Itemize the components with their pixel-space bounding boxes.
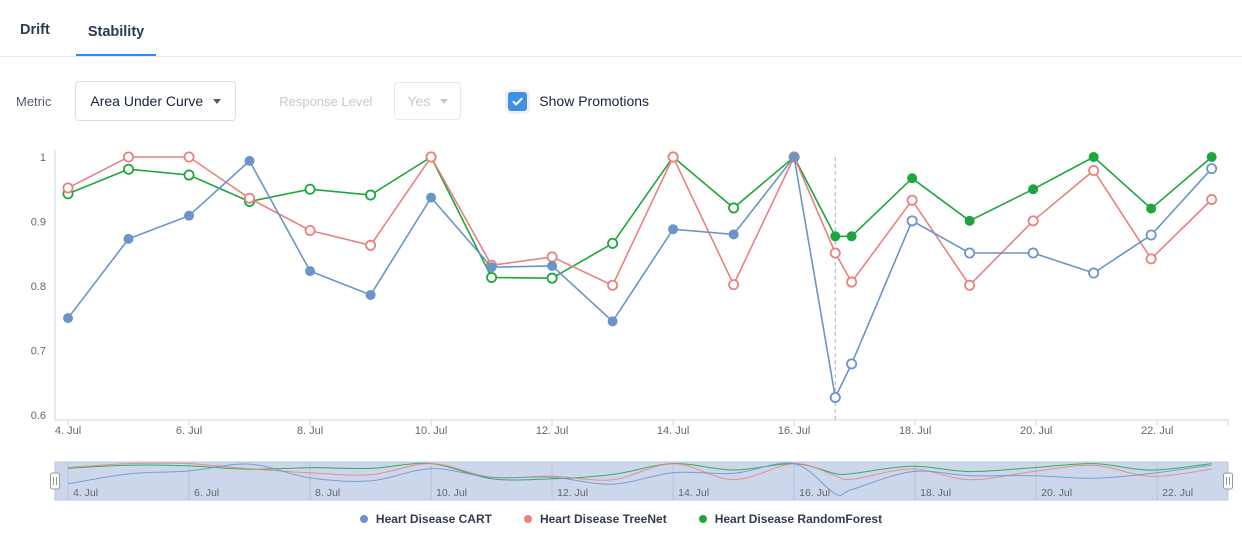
- show-promotions-label: Show Promotions: [539, 93, 650, 109]
- show-promotions-checkbox[interactable]: [508, 91, 528, 111]
- svg-text:14. Jul: 14. Jul: [657, 425, 689, 437]
- navigator-handle-left[interactable]: [50, 472, 60, 490]
- svg-text:1: 1: [40, 152, 46, 164]
- svg-text:0.7: 0.7: [31, 345, 46, 357]
- svg-text:16. Jul: 16. Jul: [778, 425, 810, 437]
- svg-text:10. Jul: 10. Jul: [415, 425, 447, 437]
- navigator[interactable]: 4. Jul 6. Jul 8. Jul 10. Jul 12. Jul 14. Jul 1…: [50, 461, 1233, 501]
- chevron-down-icon: [440, 98, 449, 104]
- metric-select[interactable]: Area Under Curve: [75, 81, 237, 121]
- svg-text:12. Jul: 12. Jul: [557, 487, 588, 499]
- metric-selected-value: Area Under Curve: [90, 93, 204, 109]
- legend-dot: [523, 515, 532, 523]
- axes: 4. Jul 6. Jul 8. Jul 10. Jul 12. Jul 14. Jul 1…: [31, 150, 1229, 437]
- svg-text:22. Jul: 22. Jul: [1141, 425, 1173, 437]
- legend-dot: [359, 515, 368, 523]
- metric-label: Metric: [16, 93, 52, 109]
- svg-text:8. Jul: 8. Jul: [315, 487, 340, 499]
- svg-text:0.9: 0.9: [31, 216, 46, 228]
- legend-item-cart[interactable]: Heart Disease CART: [359, 512, 492, 526]
- response-level-select[interactable]: Yes: [394, 82, 462, 120]
- controls-row: Metric Area Under Curve Response Level Y…: [0, 81, 1242, 121]
- svg-text:0.8: 0.8: [31, 281, 46, 293]
- chart-legend: Heart Disease CART Heart Disease TreeNet…: [0, 512, 1242, 526]
- svg-text:4. Jul: 4. Jul: [73, 487, 98, 499]
- svg-text:14. Jul: 14. Jul: [678, 487, 709, 499]
- legend-label: Heart Disease RandomForest: [714, 512, 883, 526]
- svg-text:18. Jul: 18. Jul: [920, 487, 951, 499]
- tab-drift[interactable]: Drift: [20, 22, 50, 38]
- tab-stability[interactable]: Stability: [75, 6, 157, 56]
- stability-chart[interactable]: 4. Jul 6. Jul 8. Jul 10. Jul 12. Jul 14. Jul 1…: [0, 132, 1242, 506]
- tab-bar: Drift Stability: [0, 0, 1242, 57]
- svg-text:20. Jul: 20. Jul: [1041, 487, 1072, 499]
- svg-text:4. Jul: 4. Jul: [55, 425, 81, 437]
- response-level-label: Response Level: [279, 93, 373, 109]
- legend-label: Heart Disease TreeNet: [539, 512, 667, 526]
- navigator-series: [67, 462, 1212, 496]
- chevron-down-icon: [213, 98, 222, 104]
- series-heart-disease-treenet[interactable]: [62, 151, 1218, 291]
- svg-text:6. Jul: 6. Jul: [176, 425, 202, 437]
- legend-item-randomforest[interactable]: Heart Disease RandomForest: [698, 512, 883, 526]
- svg-text:20. Jul: 20. Jul: [1020, 425, 1052, 437]
- legend-item-treenet[interactable]: Heart Disease TreeNet: [523, 512, 667, 526]
- svg-text:22. Jul: 22. Jul: [1162, 487, 1193, 499]
- svg-text:10. Jul: 10. Jul: [436, 487, 467, 499]
- svg-text:0.6: 0.6: [31, 410, 46, 422]
- series-heart-disease-cart[interactable]: [63, 152, 1218, 403]
- legend-dot: [698, 515, 707, 523]
- svg-text:18. Jul: 18. Jul: [899, 425, 931, 437]
- svg-text:8. Jul: 8. Jul: [297, 425, 323, 437]
- response-level-selected-value: Yes: [407, 93, 431, 109]
- navigator-handle-right[interactable]: [1223, 472, 1233, 490]
- legend-label: Heart Disease CART: [375, 512, 492, 526]
- svg-text:12. Jul: 12. Jul: [536, 425, 568, 437]
- check-icon: [512, 97, 523, 105]
- series-heart-disease-randomforest[interactable]: [62, 151, 1217, 284]
- svg-text:16. Jul: 16. Jul: [799, 487, 830, 499]
- svg-text:6. Jul: 6. Jul: [194, 487, 219, 499]
- navigator-series: [67, 462, 1212, 481]
